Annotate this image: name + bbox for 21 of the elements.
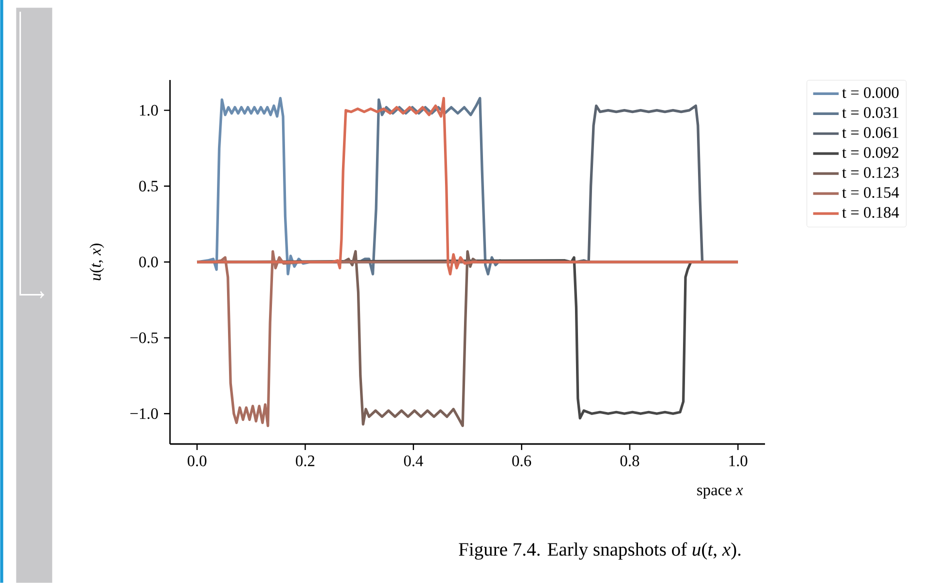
y-tick-label: −1.0 xyxy=(130,408,158,420)
y-tick-label: 1.0 xyxy=(140,104,158,116)
legend-label: t = 0.123 xyxy=(842,167,899,178)
x-axis-title: space x xyxy=(697,488,743,499)
legend-label: t = 0.184 xyxy=(842,207,899,218)
y-tick-label: 0.5 xyxy=(139,180,158,192)
legend-label: t = 0.031 xyxy=(842,107,898,118)
y-tick-label: 0.0 xyxy=(139,256,158,268)
x-tick-label: 0.6 xyxy=(512,456,532,466)
legend-label: t = 0.092 xyxy=(842,147,898,158)
y-axis-title: u(t, x) xyxy=(90,244,104,280)
x-tick-label: 1.0 xyxy=(729,456,748,466)
x-tick-label: 0.0 xyxy=(188,456,206,466)
x-tick-label: 0.4 xyxy=(404,456,424,466)
x-tick-label: 0.8 xyxy=(620,456,640,466)
y-tick-label: −0.5 xyxy=(130,332,158,344)
legend-label: t = 0.000 xyxy=(842,87,899,98)
legend-label: t = 0.154 xyxy=(842,187,899,198)
caption: Figure 7.4. Early snapshots of u(t, x). xyxy=(458,542,740,560)
x-tick-label: 0.2 xyxy=(296,456,314,466)
legend-label: t = 0.061 xyxy=(842,127,898,138)
